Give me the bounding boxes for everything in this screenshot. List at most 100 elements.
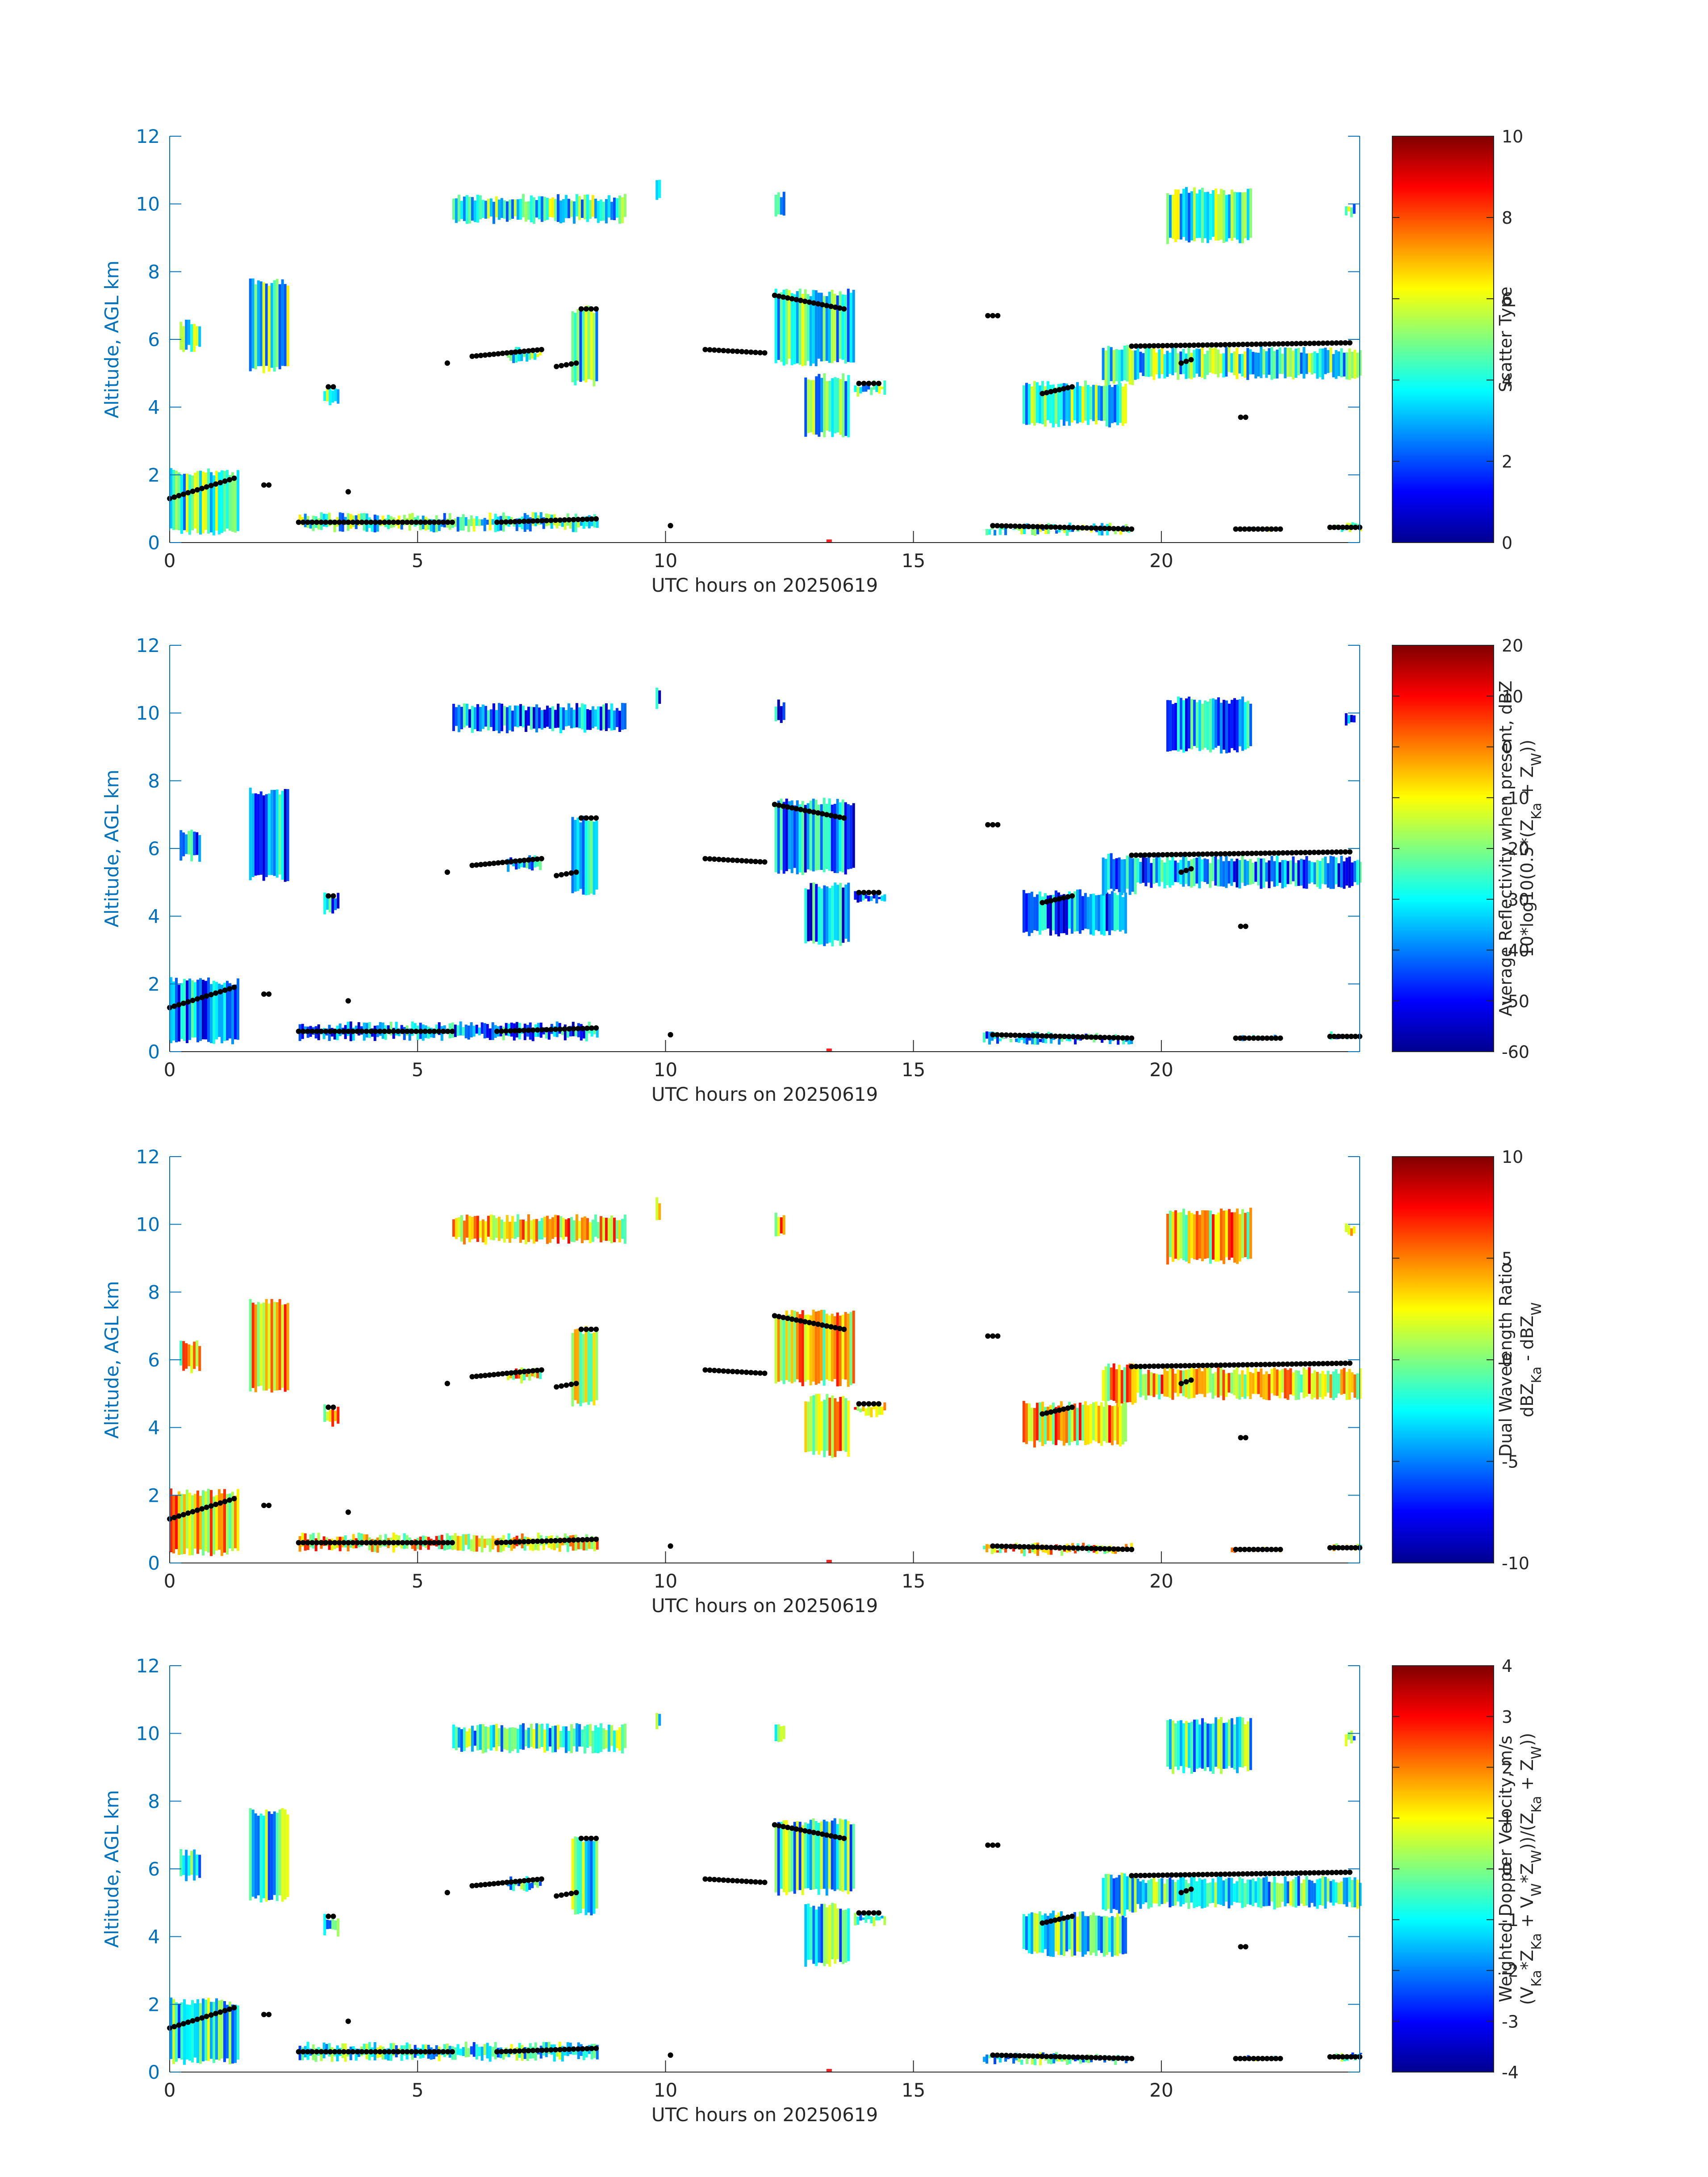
cloud-base-point	[702, 1876, 708, 1882]
cloud-base-point	[568, 1891, 574, 1896]
cloud-base-point	[743, 1879, 749, 1884]
cloud-base-point	[1294, 850, 1299, 856]
echo-column	[862, 381, 865, 392]
echo-column	[457, 1727, 460, 1748]
cloud-base-point	[404, 519, 410, 525]
echo-column	[1094, 384, 1098, 425]
cloud-base-point	[504, 1880, 510, 1885]
echo-column	[798, 1822, 802, 1890]
echo-column	[1027, 384, 1031, 425]
cloud-base-point	[571, 1026, 576, 1032]
echo-column	[597, 1727, 600, 1753]
cloud-base-point	[1129, 1873, 1135, 1879]
echo-column	[479, 1220, 482, 1238]
echo-column	[1198, 700, 1201, 751]
cloud-base-point	[1129, 1546, 1135, 1552]
echo-column	[492, 1215, 495, 1241]
echo-column	[1025, 1403, 1028, 1444]
echo-column	[508, 1221, 511, 1243]
cloud-base-point	[1303, 1361, 1308, 1367]
echo-column	[231, 472, 234, 532]
cloud-base-point	[300, 2049, 306, 2055]
echo-column	[875, 1402, 878, 1417]
cloud-base-point	[377, 519, 383, 525]
colorbar-tick-label: 0	[1502, 1350, 1512, 1370]
echo-column	[988, 1032, 991, 1045]
cloud-base-point	[345, 1509, 351, 1515]
cloud-base-point	[725, 1368, 731, 1374]
echo-column	[535, 704, 538, 733]
cloud-base-point	[711, 347, 717, 353]
echo-column	[523, 352, 526, 357]
echo-column	[1241, 354, 1244, 376]
echo-column	[486, 1538, 489, 1546]
echo-column	[1036, 1914, 1039, 1954]
echo-column	[867, 896, 870, 902]
cloud-base-point	[208, 2012, 214, 2018]
cloud-base-point	[1231, 342, 1237, 347]
cloud-base-point	[1070, 2054, 1076, 2060]
echo-column	[1348, 857, 1351, 888]
echo-column	[1057, 384, 1060, 427]
echo-column	[580, 1539, 583, 1550]
echo-column	[1198, 189, 1201, 238]
echo-column	[1022, 1401, 1025, 1442]
echo-column	[522, 1723, 525, 1750]
echo-column	[215, 982, 218, 1040]
cloud-base-point	[504, 350, 510, 356]
echo-column	[1113, 1917, 1116, 1956]
echo-column	[859, 387, 862, 393]
cloud-base-point	[762, 350, 768, 356]
cloud-base-point	[1246, 2056, 1252, 2061]
cloud-base-point	[1165, 1363, 1170, 1369]
cloud-base-point	[1349, 524, 1354, 530]
cloud-base-point	[1278, 526, 1283, 532]
echo-column	[251, 793, 255, 877]
cloud-base-point	[499, 2049, 504, 2055]
cloud-base-point	[1147, 852, 1153, 858]
cloud-base-point	[1324, 340, 1330, 346]
echo-column	[531, 1028, 535, 1041]
echo-column	[1222, 700, 1225, 750]
cloud-base-point	[1052, 1408, 1058, 1414]
cloud-base-point	[330, 1404, 336, 1410]
echo-column	[849, 1312, 852, 1385]
echo-column	[326, 893, 329, 910]
echo-column	[186, 980, 188, 1043]
echo-column	[780, 1726, 783, 1742]
cloud-base-point	[512, 519, 518, 525]
cloud-base-point	[517, 518, 522, 524]
echo-column	[1236, 858, 1239, 888]
echo-column	[265, 1299, 268, 1391]
cloud-base-point	[521, 1539, 527, 1545]
cloud-base-point	[1088, 1034, 1094, 1040]
echo-column	[576, 309, 580, 381]
cloud-base-point	[1264, 2056, 1270, 2061]
echo-column	[1246, 861, 1249, 885]
echo-column	[1332, 856, 1335, 889]
echo-column	[1337, 1374, 1341, 1394]
cloud-base-point	[1133, 1873, 1139, 1878]
echo-column	[593, 1537, 596, 1551]
echo-column	[1182, 1723, 1185, 1773]
cloud-base-point	[500, 860, 505, 865]
cloud-base-point	[345, 2018, 351, 2024]
echo-column	[812, 1395, 815, 1455]
echo-column	[491, 2047, 494, 2057]
echo-column	[486, 1024, 489, 1038]
cloud-base-point	[580, 1537, 585, 1542]
echo-column	[856, 1916, 860, 1925]
y-tick-label: 12	[136, 125, 160, 147]
cloud-base-point	[739, 1369, 745, 1375]
echo-column	[1201, 859, 1204, 882]
echo-column	[1097, 1915, 1100, 1951]
y-tick-label: 4	[148, 1417, 160, 1439]
echo-column	[1300, 352, 1303, 374]
echo-column	[524, 1730, 527, 1747]
cloud-base-point	[190, 1509, 196, 1515]
echo-column	[519, 1725, 522, 1750]
echo-column	[503, 706, 506, 726]
echo-column	[1193, 1214, 1196, 1259]
echo-column	[508, 1727, 511, 1753]
echo-column	[193, 1341, 196, 1369]
